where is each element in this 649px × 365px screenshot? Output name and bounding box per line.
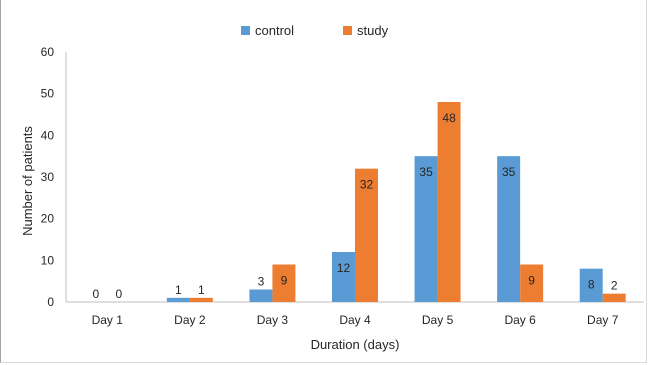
- data-label-study: 9: [281, 274, 288, 288]
- data-label-control: 35: [419, 165, 433, 179]
- y-tick-label: 30: [41, 170, 55, 184]
- bar-study: [272, 264, 296, 302]
- legend-label-study: study: [357, 23, 389, 38]
- y-tick-label: 10: [41, 253, 55, 267]
- bar-control: [332, 252, 355, 302]
- y-tick-label: 20: [41, 212, 55, 226]
- legend-label-control: control: [255, 23, 294, 38]
- y-tick-label: 60: [41, 45, 55, 59]
- data-label-study: 9: [528, 274, 535, 288]
- bar-control: [166, 297, 190, 302]
- bar-control: [497, 156, 521, 302]
- bar-study: [355, 168, 378, 302]
- y-tick-label: 40: [41, 128, 55, 142]
- bar-study: [189, 297, 213, 302]
- y-tick-label: 50: [41, 87, 55, 101]
- bar-study: [520, 264, 544, 302]
- y-axis-ticks: 0 10 20 30 40 50 60: [41, 45, 55, 309]
- data-label-control: 12: [337, 261, 351, 275]
- bar-control: [579, 268, 603, 302]
- y-tick-label: 0: [47, 295, 54, 309]
- x-tick-label: Day 4: [339, 313, 371, 327]
- x-axis-ticks: Day 1 Day 2 Day 3 Day 4 Day 5 Day 6 Day 7: [92, 313, 619, 327]
- bars: [166, 102, 626, 302]
- x-tick-label: Day 6: [504, 313, 536, 327]
- data-label-control: 3: [258, 275, 265, 289]
- legend: control study: [241, 23, 389, 38]
- data-label-control: 0: [92, 287, 99, 301]
- data-label-control: 1: [175, 283, 182, 297]
- legend-swatch-control: [241, 26, 250, 35]
- data-label-study: 32: [360, 178, 374, 192]
- data-label-control: 8: [588, 278, 595, 292]
- data-label-study: 0: [115, 287, 122, 301]
- x-axis-title: Duration (days): [311, 337, 400, 352]
- bar-control: [249, 289, 273, 302]
- y-axis-title: Number of patients: [20, 126, 35, 236]
- data-label-study: 48: [442, 111, 456, 125]
- data-labels: 0 0 1 1 3 9 12 32 35 48 35 9 8 2: [92, 111, 617, 301]
- data-label-study: 2: [611, 279, 618, 293]
- x-tick-label: Day 5: [422, 313, 454, 327]
- bar-control: [414, 156, 438, 302]
- data-label-control: 35: [502, 165, 516, 179]
- legend-swatch-study: [343, 26, 352, 35]
- bar-study: [437, 102, 461, 302]
- x-tick-label: Day 7: [587, 313, 619, 327]
- data-label-study: 1: [198, 283, 205, 297]
- x-tick-label: Day 1: [92, 313, 124, 327]
- x-tick-label: Day 2: [174, 313, 206, 327]
- x-tick-label: Day 3: [257, 313, 289, 327]
- bar-study: [602, 293, 626, 302]
